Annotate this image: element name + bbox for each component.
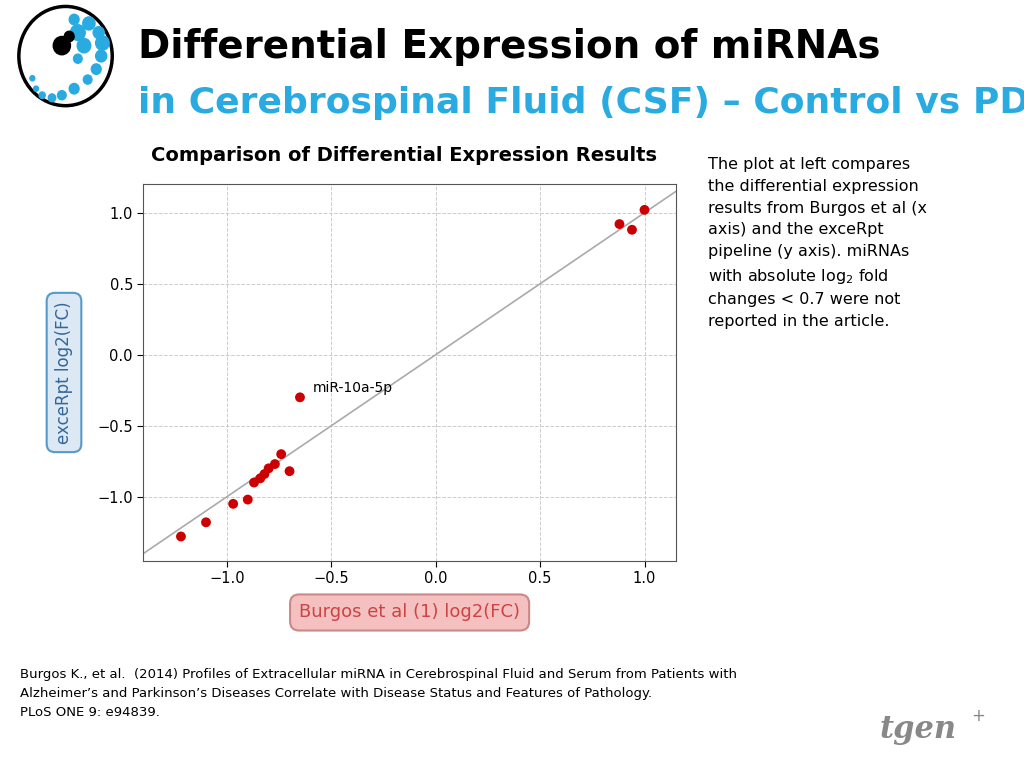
Point	[225, 498, 242, 510]
Circle shape	[30, 76, 35, 81]
Text: Burgos K., et al.  (2014) Profiles of Extracellular miRNA in Cerebrospinal Fluid: Burgos K., et al. (2014) Profiles of Ext…	[20, 668, 737, 719]
Circle shape	[91, 64, 101, 74]
Circle shape	[71, 25, 85, 41]
Text: miR-10a-5p: miR-10a-5p	[312, 381, 392, 395]
Circle shape	[65, 31, 74, 41]
Point	[266, 458, 283, 470]
Point	[198, 516, 214, 528]
Text: +: +	[971, 707, 985, 725]
Text: Burgos et al (1) log2(FC): Burgos et al (1) log2(FC)	[299, 604, 520, 621]
Text: in Cerebrospinal Fluid (CSF) – Control vs PD: in Cerebrospinal Fluid (CSF) – Control v…	[138, 86, 1024, 120]
Point	[611, 218, 628, 230]
Point	[256, 468, 272, 480]
Point	[292, 391, 308, 403]
Circle shape	[77, 38, 91, 53]
Circle shape	[57, 91, 67, 100]
Point	[252, 472, 268, 485]
Point	[282, 465, 298, 478]
Text: The plot at left compares
the differential expression
results from Burgos et al : The plot at left compares the differenti…	[708, 157, 927, 329]
Point	[173, 531, 189, 543]
Circle shape	[70, 15, 79, 25]
Text: Comparison of Differential Expression Results: Comparison of Differential Expression Re…	[152, 146, 657, 165]
Circle shape	[53, 37, 71, 55]
Circle shape	[95, 50, 106, 62]
Text: tgen: tgen	[880, 714, 956, 745]
Circle shape	[83, 75, 92, 84]
Circle shape	[48, 94, 55, 102]
Circle shape	[74, 54, 82, 63]
Point	[260, 462, 276, 475]
Point	[273, 448, 290, 460]
Point	[636, 204, 652, 216]
Point	[624, 223, 640, 236]
Circle shape	[39, 92, 45, 98]
Point	[240, 493, 256, 505]
Circle shape	[93, 27, 104, 38]
Circle shape	[70, 84, 79, 94]
Text: Differential Expression of miRNAs: Differential Expression of miRNAs	[138, 28, 881, 65]
Text: exceRpt log2(FC): exceRpt log2(FC)	[55, 301, 73, 444]
Point	[246, 476, 262, 488]
Circle shape	[34, 86, 39, 91]
Circle shape	[95, 36, 110, 50]
Circle shape	[83, 17, 95, 30]
